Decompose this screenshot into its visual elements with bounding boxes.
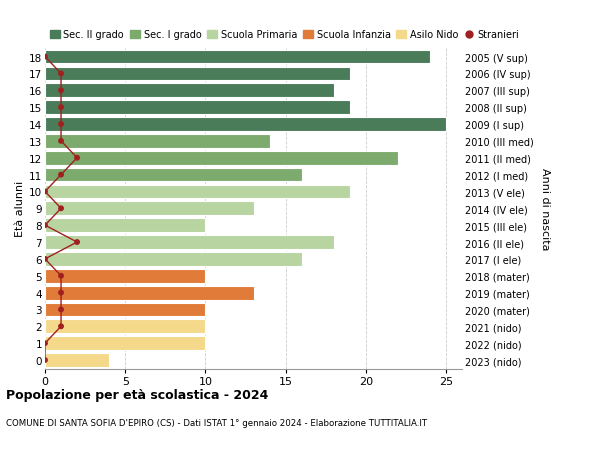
Point <box>72 239 82 246</box>
Point <box>72 155 82 162</box>
Point <box>40 357 50 364</box>
Bar <box>45 151 398 165</box>
Bar <box>45 50 430 64</box>
Point <box>40 222 50 230</box>
Point <box>56 87 66 95</box>
Point <box>40 256 50 263</box>
Bar <box>45 303 205 317</box>
Bar <box>45 67 350 81</box>
Point <box>56 71 66 78</box>
Bar <box>45 320 205 334</box>
Point <box>40 188 50 196</box>
Point <box>40 54 50 61</box>
Bar <box>45 286 254 300</box>
Legend: Sec. II grado, Sec. I grado, Scuola Primaria, Scuola Infanzia, Asilo Nido, Stran: Sec. II grado, Sec. I grado, Scuola Prim… <box>50 30 520 40</box>
Bar <box>45 202 254 216</box>
Bar <box>45 118 446 132</box>
Point <box>56 172 66 179</box>
Point <box>56 121 66 129</box>
Bar <box>45 168 302 182</box>
Point <box>56 289 66 297</box>
Text: COMUNE DI SANTA SOFIA D'EPIRO (CS) - Dati ISTAT 1° gennaio 2024 - Elaborazione T: COMUNE DI SANTA SOFIA D'EPIRO (CS) - Dat… <box>6 418 427 427</box>
Bar <box>45 252 302 266</box>
Bar <box>45 336 205 350</box>
Bar <box>45 219 205 233</box>
Point <box>56 205 66 213</box>
Bar <box>45 101 350 115</box>
Point <box>56 306 66 313</box>
Bar <box>45 185 350 199</box>
Bar <box>45 84 334 98</box>
Point <box>56 323 66 330</box>
Bar <box>45 269 205 283</box>
Y-axis label: Anni di nascita: Anni di nascita <box>540 168 550 250</box>
Text: Popolazione per età scolastica - 2024: Popolazione per età scolastica - 2024 <box>6 388 268 401</box>
Y-axis label: Età alunni: Età alunni <box>15 181 25 237</box>
Bar <box>45 353 109 367</box>
Point <box>56 104 66 112</box>
Point <box>56 138 66 145</box>
Bar <box>45 134 269 148</box>
Point <box>56 273 66 280</box>
Bar <box>45 235 334 249</box>
Point <box>40 340 50 347</box>
